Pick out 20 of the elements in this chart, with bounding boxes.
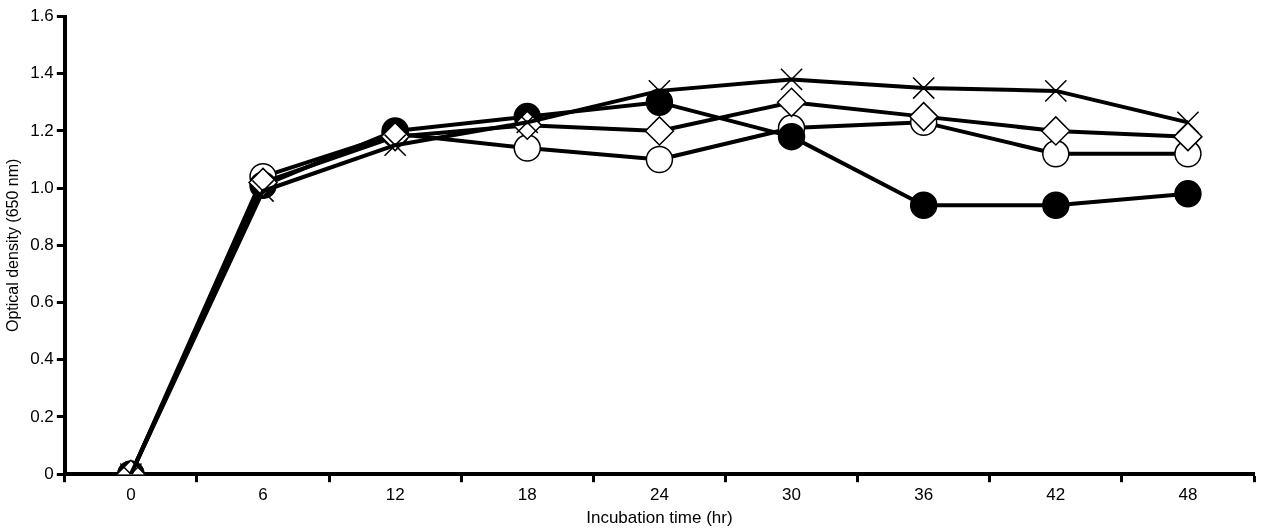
y-tick-label: 1.4 [30,63,54,83]
x-tick-label: 12 [385,485,405,505]
y-tick-label: 1.0 [30,177,54,197]
y-tick-label: 0.8 [30,235,54,255]
x-tick-label: 42 [1046,485,1066,505]
x-tick-label: 36 [914,485,934,505]
x-tick-label: 30 [782,485,802,505]
y-axis-title: Optical density (650 nm) [4,158,22,333]
y-tick-label: 0 [44,463,54,483]
x-tick-label: 24 [649,485,669,505]
x-axis-title: Incubation time (hr) [586,508,733,528]
x-tick-label: 48 [1178,485,1198,505]
y-tick-label: 0.6 [30,292,54,312]
y-tick-label: 1.6 [30,6,54,26]
y-tick-label: 0.4 [30,349,54,369]
y-tick-label: 1.2 [30,120,54,140]
x-tick-label: 18 [517,485,537,505]
x-tick-label: 6 [258,485,268,505]
y-tick-label: 0.2 [30,406,54,426]
x-tick-label: 0 [126,485,136,505]
